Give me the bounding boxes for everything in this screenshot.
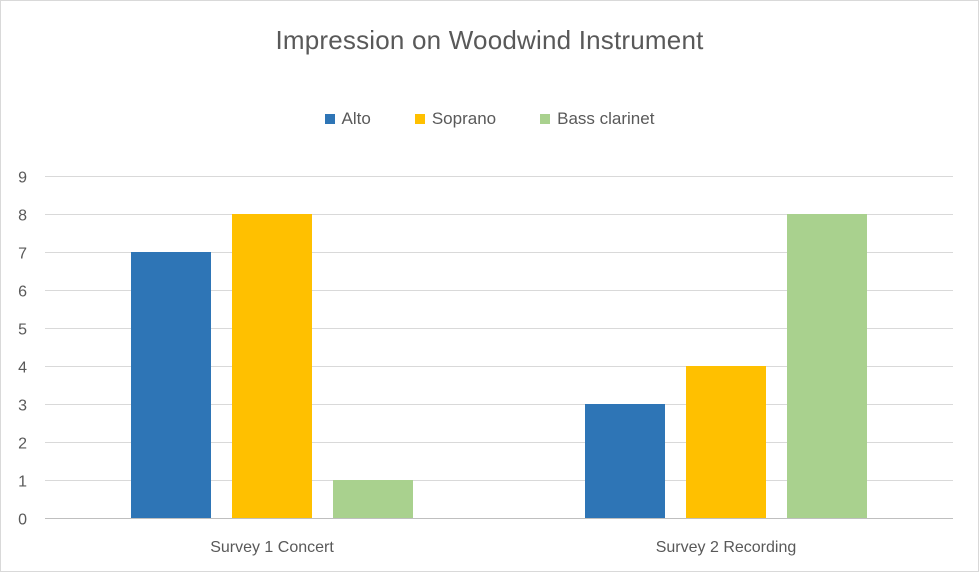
bar-soprano — [686, 366, 766, 518]
y-tick-label: 5 — [18, 322, 27, 339]
legend-swatch-bass-clarinet — [540, 114, 551, 124]
bar-soprano — [232, 214, 312, 518]
y-tick-label: 2 — [18, 436, 27, 453]
bar-alto — [131, 252, 211, 518]
y-tick-label: 1 — [18, 474, 27, 491]
x-category-label: Survey 2 Recording — [656, 539, 797, 556]
legend: Alto Soprano Bass clarinet — [1, 109, 978, 129]
y-tick-label: 9 — [18, 170, 27, 187]
bar-bass-clarinet — [333, 480, 413, 518]
legend-swatch-alto — [324, 114, 335, 124]
bar-bass-clarinet — [787, 214, 867, 518]
legend-item-alto: Alto — [324, 109, 371, 129]
y-tick-label: 3 — [18, 398, 27, 415]
legend-label-alto: Alto — [341, 109, 371, 128]
bar-alto — [585, 404, 665, 518]
legend-item-soprano: Soprano — [414, 109, 497, 129]
y-tick-label: 8 — [18, 208, 27, 225]
y-tick-label: 6 — [18, 284, 27, 301]
legend-label-soprano: Soprano — [431, 109, 497, 128]
legend-item-bass-clarinet: Bass clarinet — [540, 109, 654, 129]
y-tick-label: 0 — [18, 512, 27, 529]
chart-title: Impression on Woodwind Instrument — [275, 25, 704, 55]
legend-swatch-soprano — [414, 114, 425, 124]
legend-label-bass-clarinet: Bass clarinet — [557, 109, 655, 128]
y-tick-label: 7 — [18, 246, 27, 263]
x-category-label: Survey 1 Concert — [210, 539, 334, 556]
y-tick-label: 4 — [18, 360, 27, 377]
